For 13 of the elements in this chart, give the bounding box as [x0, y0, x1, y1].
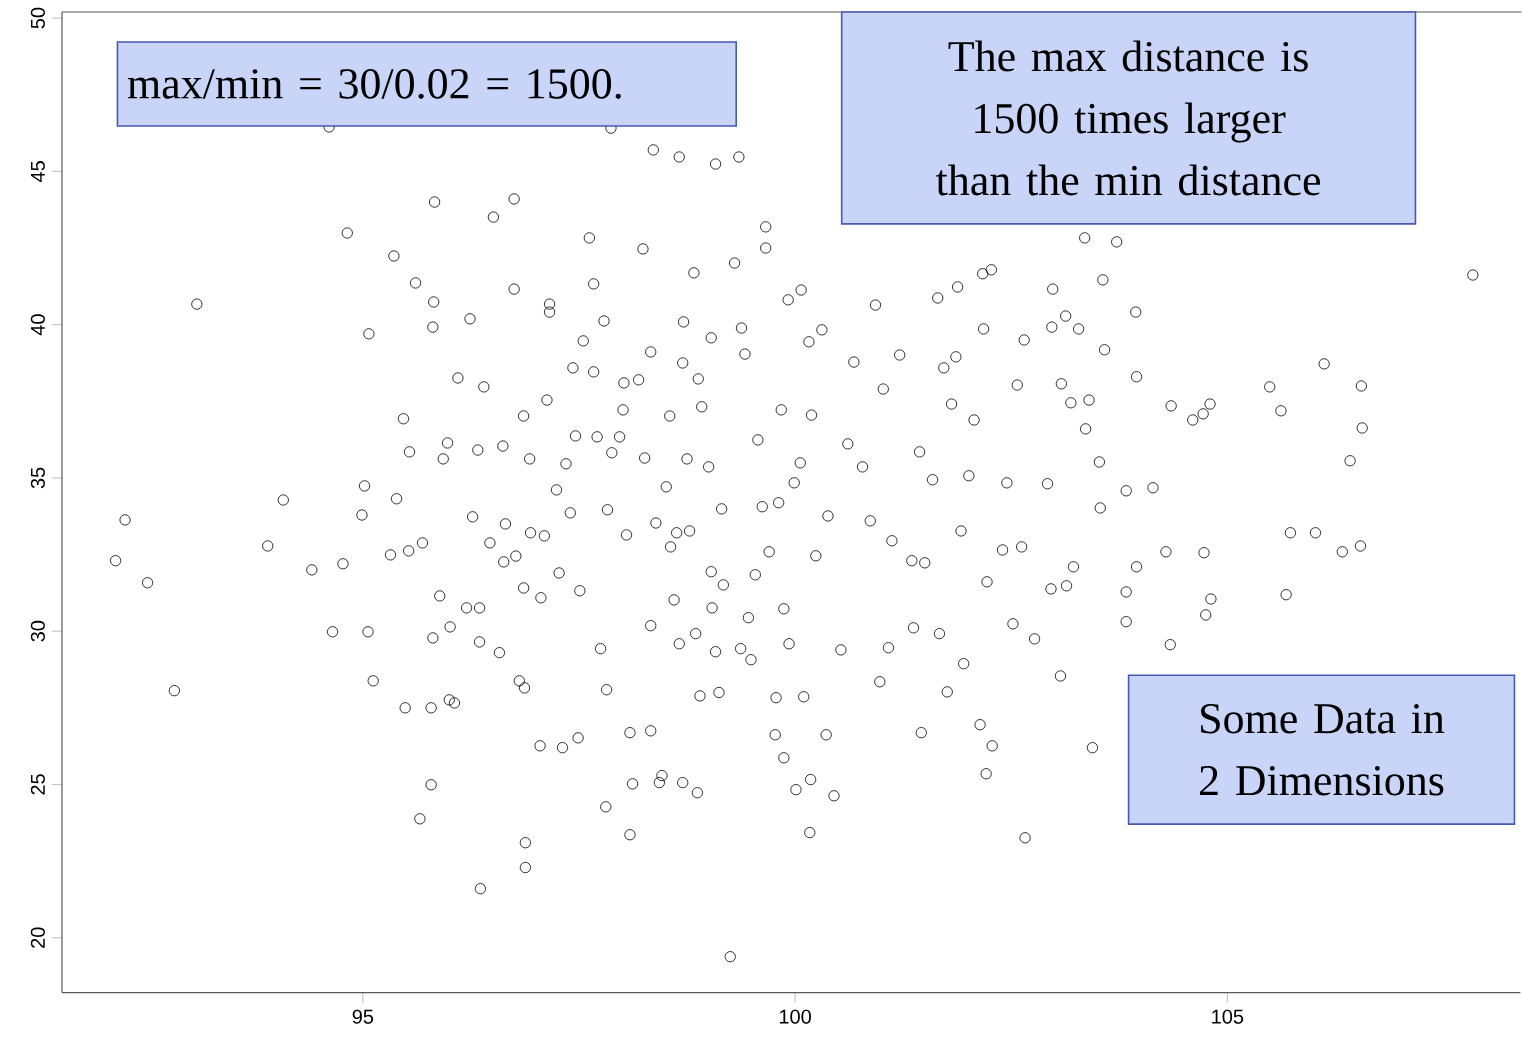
annotation: Some Data in 2 Dimensions	[1200, 704, 1445, 796]
annotation: max/min = 30/0.02 = 1500.	[127, 69, 621, 100]
y-tick-label: 45	[31, 161, 45, 183]
x-tick-label: 95	[352, 1009, 374, 1024]
annotation: The max distance is 1500 times larger than the min distance	[936, 40, 1321, 196]
x-tick-label: 105	[1212, 1009, 1244, 1024]
y-tick-label: 40	[30, 314, 45, 336]
y-tick-label: 50	[30, 7, 45, 29]
y-tick-label: 20	[30, 927, 45, 949]
y-tick-label: 25	[30, 774, 45, 795]
y-tick-label: 35	[30, 467, 45, 489]
y-tick-label: 30	[30, 621, 45, 642]
x-tick-label: 100	[779, 1009, 811, 1024]
